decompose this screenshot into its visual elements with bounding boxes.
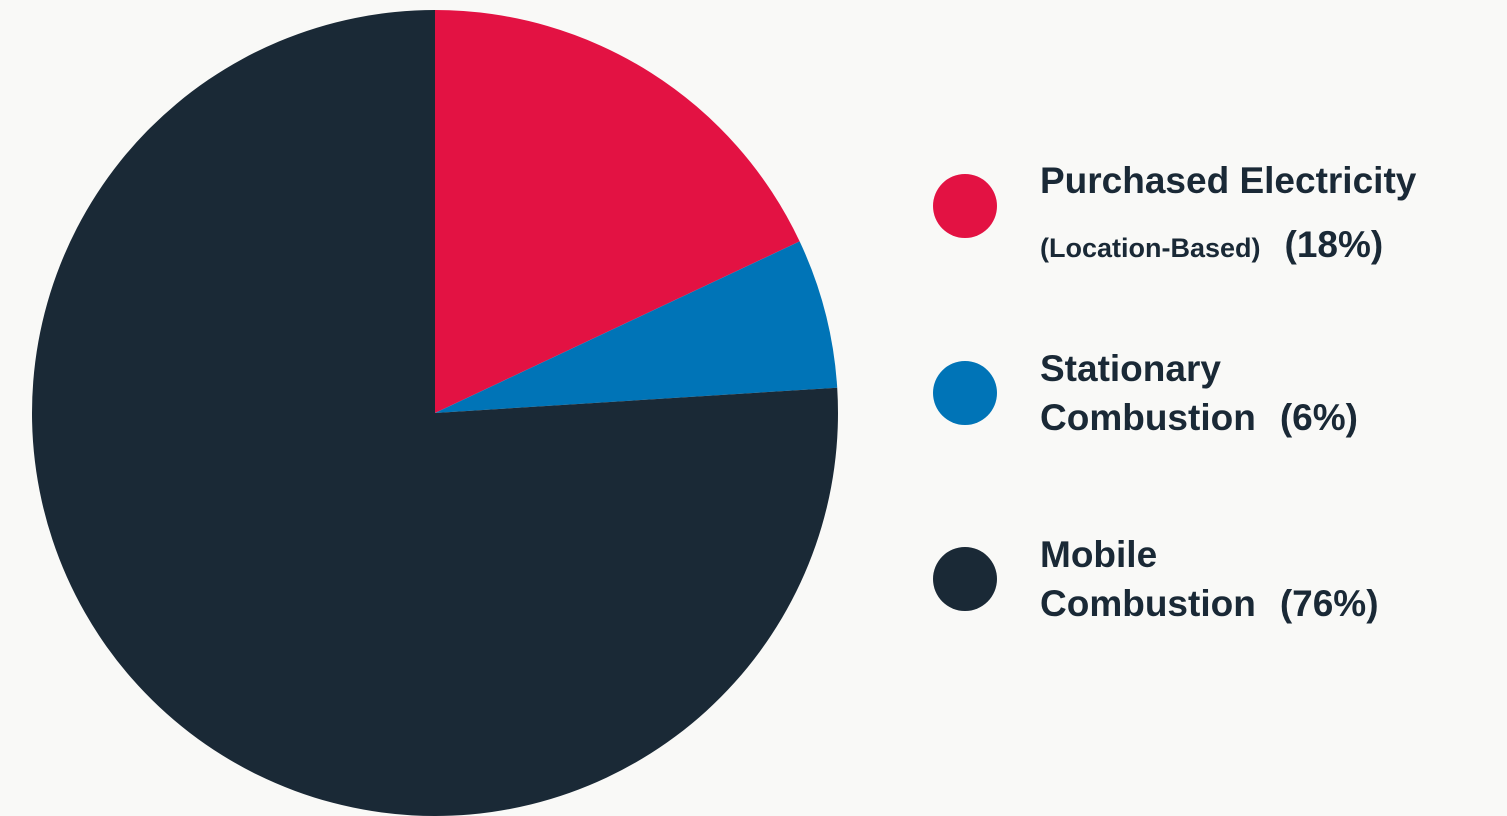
legend-label: Stationary bbox=[1040, 348, 1221, 389]
legend-label: Purchased Electricity bbox=[1040, 160, 1417, 201]
pie-slice bbox=[435, 10, 800, 413]
legend-swatch bbox=[933, 361, 997, 425]
legend-value: (6%) bbox=[1280, 397, 1358, 438]
pie-slice bbox=[435, 241, 838, 413]
legend-label: Combustion bbox=[1040, 397, 1256, 438]
pie-slice bbox=[31, 10, 838, 816]
legend-label: Combustion bbox=[1040, 583, 1256, 624]
legend-value: (76%) bbox=[1280, 583, 1379, 624]
legend-value: (18%) bbox=[1285, 224, 1384, 265]
legend-swatch bbox=[933, 547, 997, 611]
legend-label: (Location-Based) bbox=[1040, 233, 1261, 263]
legend-swatch bbox=[933, 174, 997, 238]
legend-label: Mobile bbox=[1040, 534, 1157, 575]
